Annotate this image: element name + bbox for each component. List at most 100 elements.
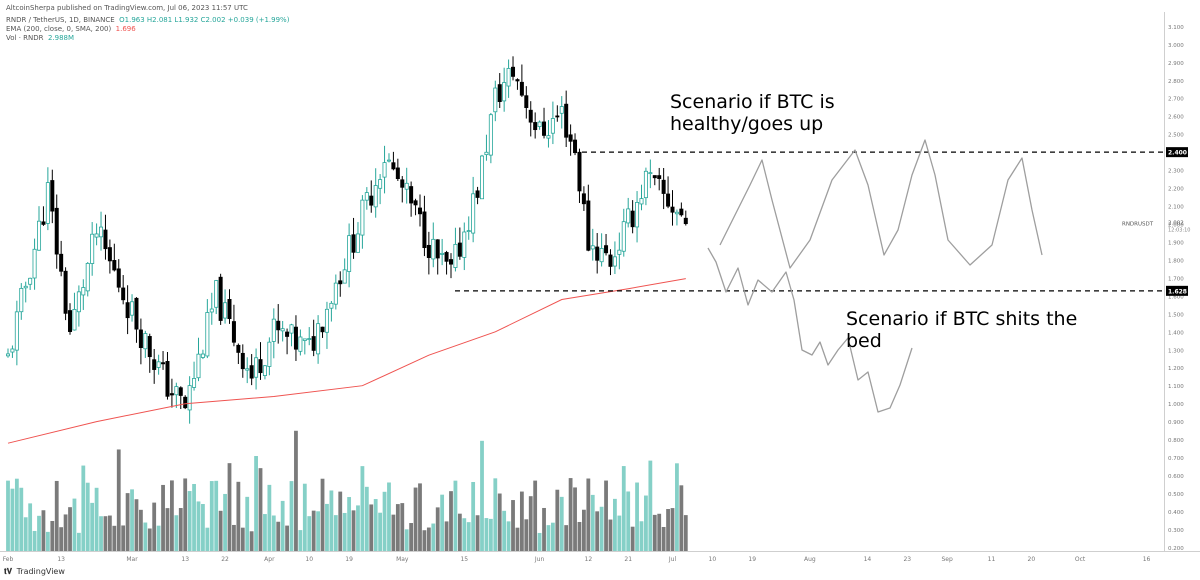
candle-down	[50, 180, 55, 212]
volume-bar-down	[311, 510, 316, 551]
volume-bar-down	[511, 500, 515, 551]
publisher-line: AltcoinSherpa published on TradingView.c…	[6, 4, 248, 12]
volume-bar-up	[471, 482, 476, 551]
candle-up	[550, 118, 555, 134]
volume-bar-up	[453, 480, 458, 551]
candle-up	[462, 231, 467, 258]
x-tick-label: 20	[1028, 556, 1036, 563]
volume-legend[interactable]: Vol · RNDR 2.988M	[6, 34, 74, 42]
y-tick-label: 1.800	[1168, 258, 1184, 264]
candle-up	[262, 365, 267, 376]
volume-bar-up	[81, 465, 86, 551]
volume-bar-down	[595, 511, 600, 551]
candle-down	[661, 179, 666, 194]
volume-bar-down	[103, 516, 108, 551]
candle-down	[497, 84, 502, 102]
volume-bar-up	[289, 481, 294, 551]
volume-bar-down	[320, 478, 325, 551]
candle-down	[121, 287, 126, 301]
candle-down	[147, 336, 152, 358]
ohlc-text: O1.963 H2.081 L1.932 C2.002 +0.039 (+1.9…	[119, 16, 290, 24]
volume-value: 2.988M	[47, 34, 75, 42]
volume-bar-down	[670, 508, 675, 551]
x-tick-label: Aug	[804, 556, 816, 563]
volume-bar-up	[440, 494, 445, 551]
volume-bar-up	[223, 493, 227, 551]
candle-up	[223, 302, 228, 319]
candle-down	[293, 326, 298, 350]
candle-down	[240, 352, 245, 370]
volume-bar-down	[236, 481, 241, 551]
volume-bar-down	[555, 489, 560, 551]
candle-up	[187, 385, 192, 411]
candle-up	[28, 277, 33, 285]
candle-up	[617, 249, 622, 255]
ema-value: 1.696	[115, 25, 136, 33]
volume-bar-down	[391, 514, 396, 551]
candle-up	[480, 155, 485, 200]
volume-bar-up	[342, 512, 347, 551]
y-tick-label: 2.600	[1168, 115, 1184, 121]
candle-up	[267, 341, 272, 367]
candle-up	[245, 368, 250, 371]
price-axis-border	[1164, 12, 1165, 551]
candle-up	[32, 248, 37, 279]
volume-bar-up	[502, 510, 507, 551]
volume-bar-up	[546, 525, 551, 551]
x-tick-label: 22	[221, 556, 229, 563]
price-tag-label: 2.400	[1168, 150, 1187, 157]
x-tick-label: Apr	[264, 556, 275, 563]
candle-up	[298, 336, 303, 352]
annotation-healthy-scenario: Scenario if BTC is healthy/goes up	[670, 91, 835, 135]
volume-bar-down	[161, 484, 165, 551]
candle-down	[409, 186, 414, 204]
candle-down	[320, 326, 325, 333]
volume-bar-up	[302, 483, 307, 551]
y-tick-label: 0.800	[1168, 438, 1184, 444]
candle-down	[169, 393, 174, 396]
volume-bar-up	[19, 487, 24, 551]
candle-up	[502, 82, 507, 102]
candle-up	[546, 135, 551, 139]
volume-bar-up	[356, 505, 360, 551]
volume-bar-up	[333, 515, 338, 551]
y-tick-label: 2.100	[1168, 205, 1184, 211]
volume-bar-down	[41, 510, 46, 551]
bullish-scenario-line	[719, 139, 1043, 269]
volume-bar-down	[50, 520, 55, 551]
candle-down	[630, 210, 635, 228]
volume-bar-down	[54, 480, 59, 551]
y-tick-label: 2.800	[1168, 79, 1184, 85]
candle-down	[608, 254, 613, 267]
x-tick-label: 15	[460, 556, 468, 563]
volume-bar-up	[280, 500, 285, 551]
symbol-line: RNDR / TetherUS, 1D, BINANCE O1.963 H2.0…	[6, 16, 289, 24]
volume-bar-down	[285, 525, 289, 551]
candle-down	[138, 329, 143, 349]
volume-bar-down	[232, 524, 236, 551]
candle-up	[404, 182, 409, 190]
annotation-bearish-line2: bed	[846, 330, 882, 352]
volume-bar-down	[178, 508, 183, 551]
ema-200-line	[7, 278, 686, 444]
ema-legend[interactable]: EMA (200, close, 0, SMA, 200) 1.696	[6, 25, 136, 33]
y-tick-label: 2.900	[1168, 61, 1184, 67]
x-tick-label: 21	[624, 556, 632, 563]
volume-bar-down	[240, 527, 245, 551]
tradingview-footer[interactable]: 𝐭𝐕 TradingView	[4, 567, 65, 577]
candles-group	[6, 56, 688, 424]
candle-up	[537, 121, 542, 127]
candle-up	[37, 220, 42, 251]
volume-bar-up	[506, 521, 511, 551]
candle-up	[271, 318, 276, 342]
candle-down	[577, 151, 582, 192]
candle-down	[59, 253, 64, 272]
volume-bar-up	[37, 515, 41, 551]
candle-up	[440, 252, 445, 255]
volume-bar-down	[338, 491, 343, 551]
candle-up	[382, 162, 387, 178]
y-tick-label: 0.700	[1168, 456, 1184, 462]
candle-down	[511, 66, 516, 77]
